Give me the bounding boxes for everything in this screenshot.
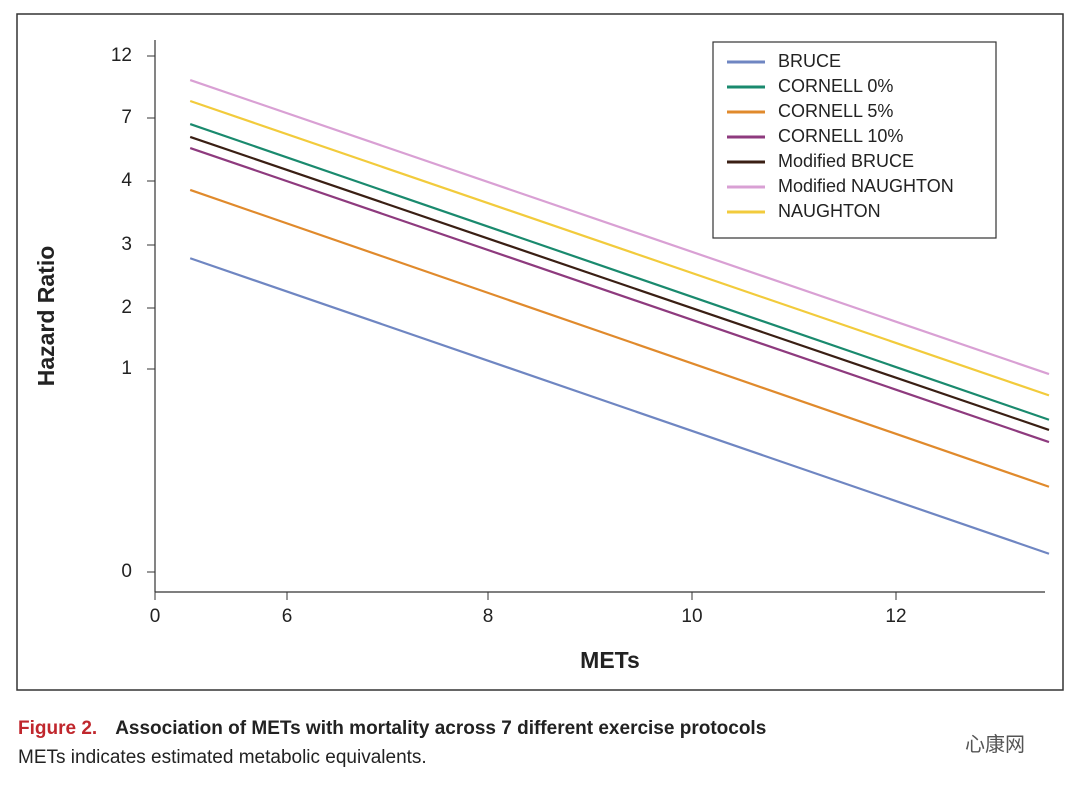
- legend-label: Modified BRUCE: [778, 151, 914, 171]
- y-tick-label: 12: [111, 45, 132, 66]
- x-tick-label: 6: [282, 606, 293, 627]
- caption: Figure 2. Association of METs with mortal…: [18, 714, 1068, 772]
- series-line: [189, 135, 1050, 431]
- y-tick-label: 7: [121, 107, 132, 128]
- legend-label: CORNELL 5%: [778, 101, 893, 121]
- series-line: [189, 146, 1050, 444]
- legend-label: CORNELL 0%: [778, 76, 893, 96]
- series-line: [189, 257, 1050, 555]
- x-axis-label: METs: [580, 647, 640, 673]
- y-tick-label: 0: [121, 561, 132, 582]
- y-tick-label: 4: [121, 170, 132, 191]
- legend-label: NAUGHTON: [778, 201, 881, 221]
- series-line: [189, 123, 1050, 421]
- caption-title: Association of METs with mortality acros…: [115, 718, 767, 739]
- x-tick-label: 10: [681, 606, 702, 627]
- y-axis-label: Hazard Ratio: [33, 246, 59, 387]
- caption-note: METs indicates estimated metabolic equiv…: [18, 747, 427, 768]
- y-tick-label: 3: [121, 234, 132, 255]
- figure-number: Figure 2.: [18, 718, 98, 739]
- legend-box: [712, 41, 997, 239]
- legend-label: CORNELL 10%: [778, 126, 903, 146]
- legend-label: Modified NAUGHTON: [778, 176, 954, 196]
- series-line: [189, 79, 1050, 376]
- watermark: 心康网: [965, 734, 1025, 756]
- y-tick-label: 1: [121, 358, 132, 379]
- x-tick-label: 8: [483, 606, 494, 627]
- series-line: [189, 188, 1050, 488]
- x-tick-label: 0: [150, 606, 161, 627]
- series-line: [189, 99, 1050, 397]
- frame: [16, 13, 1064, 691]
- legend-label: BRUCE: [778, 51, 841, 71]
- y-tick-label: 2: [121, 297, 132, 318]
- x-tick-label: 12: [885, 606, 906, 627]
